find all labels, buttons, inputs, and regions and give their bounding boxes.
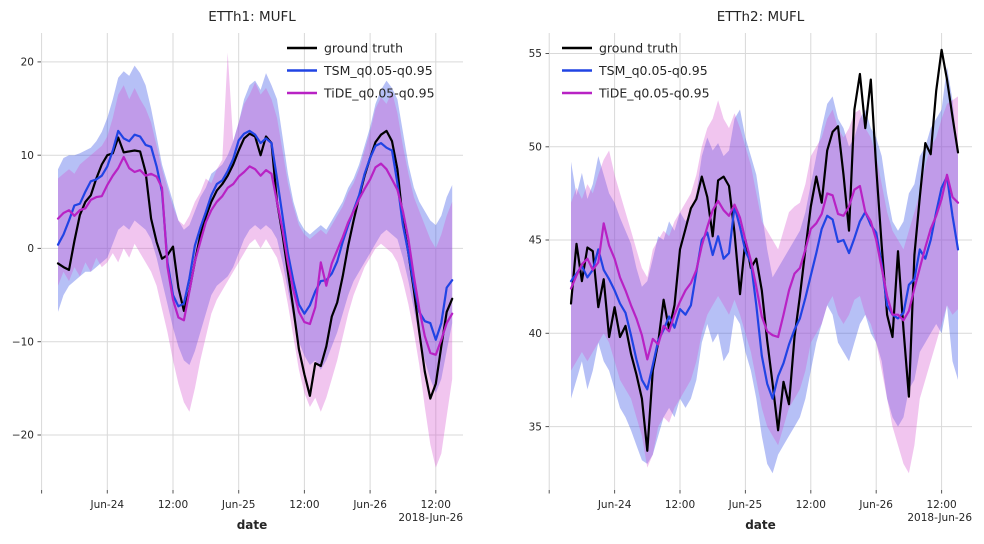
legend-item-label: ground truth: [599, 40, 678, 55]
y-tick-label: 0: [27, 243, 34, 255]
x-tick-label: 12:00: [665, 499, 695, 511]
chart-etth2-title: ETTh2: MUFL: [717, 9, 805, 25]
x-tick-label: Jun-26: [858, 499, 893, 511]
x-tick-label: Jun-25: [221, 499, 256, 511]
y-tick-label: 45: [529, 235, 542, 247]
tide-median-line: [56, 155, 454, 356]
x-tick-label: Jun-24: [90, 499, 125, 511]
chart-etth2-date-offset-label: 2018-Jun-26: [907, 512, 972, 524]
y-tick-label: 55: [529, 48, 542, 60]
quantile-bands: [58, 52, 453, 468]
x-tick-label: Jun-24: [597, 499, 632, 511]
y-tick-label: 50: [529, 142, 542, 154]
x-tick-label: Jun-26: [352, 499, 387, 511]
tide-quantile-band: [58, 52, 453, 468]
tick-labels: Jun-24 12:00 Jun-25 12:00 Jun-26 12:00 55 50 45 4…: [529, 48, 957, 511]
legend: ground truth TSM_q0.05-q0.95 TiDE_q0.05-q0…: [562, 40, 710, 100]
chart-etth2: Jun-24 12:00 Jun-25 12:00 Jun-26 12:00 55 50 45 4…: [529, 33, 972, 511]
legend-item-label: ground truth: [324, 40, 403, 55]
y-tick-label: 40: [529, 328, 542, 340]
y-tick-label: −20: [12, 430, 34, 442]
tick-labels: Jun-24 12:00 Jun-25 12:00 Jun-26 12:00 20 10 0 −1…: [12, 57, 451, 511]
chart-etth1-title: ETTh1: MUFL: [208, 9, 296, 25]
x-tick-label: 12:00: [158, 499, 188, 511]
chart-etth1-xlabel: date: [237, 518, 268, 532]
tsm-quantile-band: [571, 66, 958, 474]
y-tick-label: 10: [21, 150, 34, 162]
y-tick-label: 20: [21, 57, 34, 69]
tick-marks: [37, 61, 437, 494]
grid-lines: [41, 33, 463, 490]
x-tick-label: 12:00: [289, 499, 319, 511]
tsm-quantile-band: [58, 65, 453, 393]
legend-item-label: TiDE_q0.05-q0.95: [323, 85, 435, 100]
ground-truth-line: [569, 48, 960, 452]
x-tick-label: 12:00: [421, 499, 451, 511]
chart-etth1: Jun-24 12:00 Jun-25 12:00 Jun-26 12:00 20 10 0 −1…: [12, 33, 463, 511]
x-tick-label: Jun-25: [728, 499, 763, 511]
chart-etth2-xlabel: date: [745, 518, 776, 532]
tide-median-line: [569, 173, 960, 361]
tsm-median-line: [56, 129, 454, 341]
series-lines: [569, 48, 960, 452]
y-tick-label: −10: [12, 336, 34, 348]
tick-marks: [545, 53, 943, 494]
legend-item-label: TSM_q0.05-q0.95: [598, 63, 708, 78]
legend: ground truth TSM_q0.05-q0.95 TiDE_q0.05-q0…: [287, 40, 435, 100]
x-tick-label: 12:00: [796, 499, 826, 511]
x-tick-label: 12:00: [926, 499, 956, 511]
legend-item-label: TSM_q0.05-q0.95: [323, 63, 433, 78]
series-lines: [56, 129, 454, 400]
chart-etth1-date-offset-label: 2018-Jun-26: [398, 512, 463, 524]
legend-item-label: TiDE_q0.05-q0.95: [598, 85, 710, 100]
y-tick-label: 35: [529, 421, 542, 433]
